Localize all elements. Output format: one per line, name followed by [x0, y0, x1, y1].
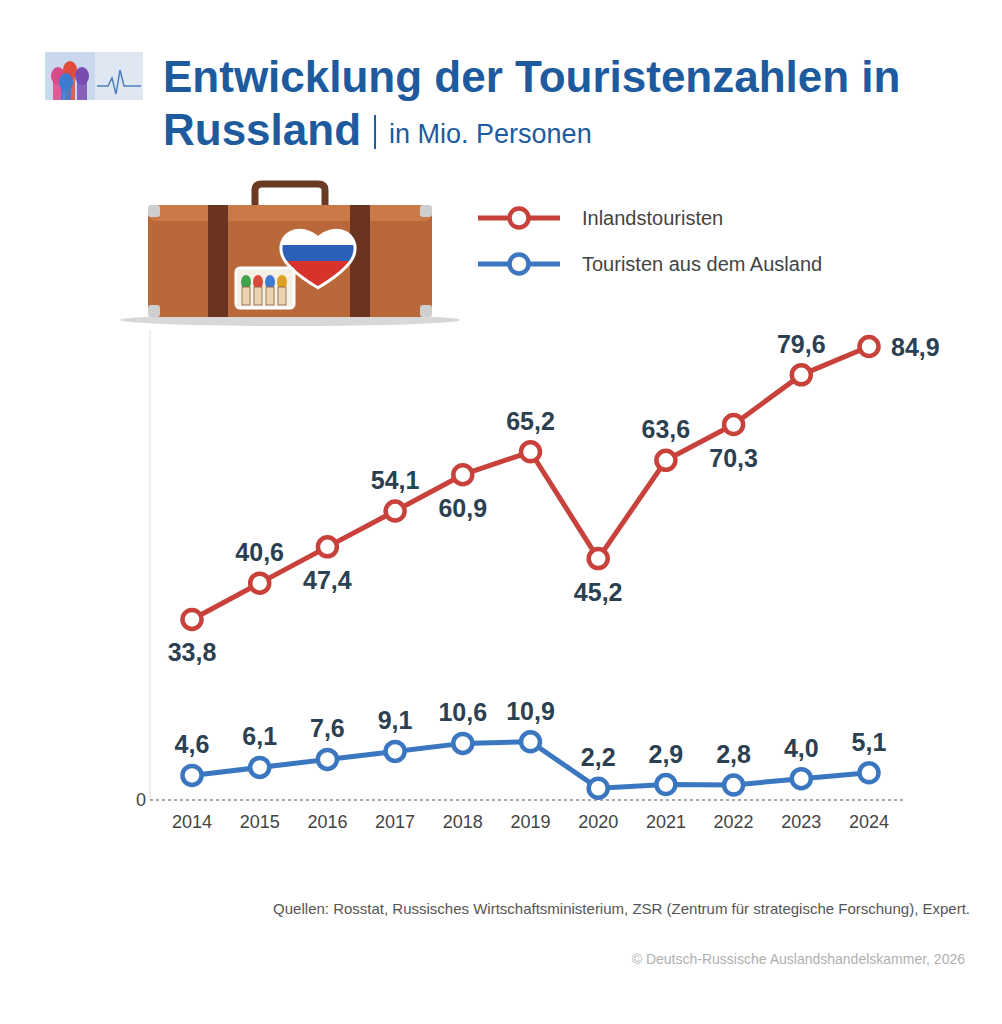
data-label: 2,2	[581, 743, 616, 771]
title: Russland	[163, 105, 361, 154]
logo	[45, 52, 143, 100]
series-line	[192, 347, 869, 620]
data-label: 45,2	[574, 578, 623, 606]
data-point	[183, 766, 202, 785]
legend: Inlandstouristen Touristen aus dem Auslan…	[478, 207, 822, 275]
suitcase-strap	[208, 205, 228, 317]
data-label: 63,6	[642, 415, 691, 443]
data-label: 6,1	[242, 722, 277, 750]
data-label: 2,8	[716, 740, 751, 768]
suitcase-handle	[255, 184, 325, 206]
data-point	[521, 732, 540, 751]
logo-box	[45, 52, 143, 100]
data-label: 79,6	[777, 330, 826, 358]
data-label: 10,9	[506, 697, 555, 725]
data-label: 5,1	[852, 728, 887, 756]
legend-marker	[510, 255, 529, 274]
suitcase-corner	[148, 305, 160, 317]
x-tick-label: 2020	[578, 812, 618, 832]
data-point	[250, 758, 269, 777]
data-point	[792, 365, 811, 384]
flag-blue	[270, 245, 370, 261]
sticker-tower	[254, 287, 262, 305]
data-point	[656, 775, 675, 794]
title-divider	[374, 115, 376, 149]
data-point	[724, 415, 743, 434]
source: Quellen: Rosstat, Russisches Wirtschafts…	[273, 900, 970, 917]
data-label: 40,6	[235, 538, 284, 566]
data-label: 4,6	[175, 730, 210, 758]
data-label: 10,6	[438, 698, 487, 726]
legend-label: Touristen aus dem Ausland	[582, 253, 822, 275]
suitcase	[120, 184, 460, 326]
sticker-tower	[278, 287, 286, 305]
data-point	[386, 742, 405, 761]
data-label: 84,9	[891, 333, 940, 361]
data-label: 65,2	[506, 407, 555, 435]
credit: © Deutsch-Russische Auslandshandelskamme…	[632, 951, 965, 967]
x-tick-label: 2024	[849, 812, 889, 832]
data-point	[589, 549, 608, 568]
data-point	[250, 574, 269, 593]
x-tick-label: 2014	[172, 812, 212, 832]
sticker-tower	[266, 287, 274, 305]
x-tick-label: 2016	[307, 812, 347, 832]
plot-area	[183, 337, 879, 798]
y-tick-label: 0	[136, 790, 146, 810]
data-label: 9,1	[378, 706, 413, 734]
legend-marker	[510, 209, 529, 228]
data-point	[318, 537, 337, 556]
data-label: 2,9	[649, 740, 684, 768]
suitcase-corner	[420, 205, 432, 217]
data-point	[318, 750, 337, 769]
x-tick-label: 2019	[510, 812, 550, 832]
subtitle: in Mio. Personen	[389, 119, 592, 149]
data-label: 70,3	[709, 444, 758, 472]
suitcase-top	[148, 205, 432, 221]
chart: Entwicklung der Touristenzahlen inRussla…	[0, 0, 1002, 1024]
y-tick-line	[150, 799, 905, 800]
data-label: 54,1	[371, 466, 420, 494]
data-label: 4,0	[784, 734, 819, 762]
data-point	[521, 442, 540, 461]
data-point	[453, 734, 472, 753]
data-point	[860, 763, 879, 782]
flag-white	[270, 220, 370, 245]
data-point	[656, 451, 675, 470]
x-tick-label: 2021	[646, 812, 686, 832]
heart-flag	[270, 220, 370, 291]
legend-label: Inlandstouristen	[582, 207, 723, 229]
data-labels: 33,8 40,6 47,4 54,1 60,9 65,2 45,2 63,6 70,3 79,6…	[168, 330, 940, 771]
sticker	[236, 268, 294, 308]
suitcase-corner	[420, 305, 432, 317]
data-point	[860, 337, 879, 356]
y-axis-line	[150, 330, 151, 800]
x-tick-label: 2017	[375, 812, 415, 832]
background	[0, 0, 1002, 1024]
x-tick-label: 2022	[714, 812, 754, 832]
suitcase-strap	[350, 205, 370, 317]
data-point	[589, 779, 608, 798]
logo-tower	[61, 88, 71, 100]
suitcase-corner	[148, 205, 160, 217]
logo-pulse	[97, 70, 141, 94]
data-label: 47,4	[303, 566, 352, 594]
sticker-tower	[242, 287, 250, 305]
logo-tower	[77, 82, 87, 100]
data-label: 33,8	[168, 638, 217, 666]
data-point	[724, 776, 743, 795]
suitcase-body	[148, 205, 432, 317]
data-point	[453, 465, 472, 484]
x-tick-label: 2015	[240, 812, 280, 832]
x-tick-label: 2018	[443, 812, 483, 832]
title: Entwicklung der Touristenzahlen in	[163, 52, 900, 101]
data-label: 60,9	[438, 494, 487, 522]
x-tick-label: 2023	[781, 812, 821, 832]
data-point	[792, 769, 811, 788]
data-point	[183, 610, 202, 629]
logo-box-left	[45, 52, 95, 100]
data-label: 7,6	[310, 714, 345, 742]
data-point	[386, 502, 405, 521]
